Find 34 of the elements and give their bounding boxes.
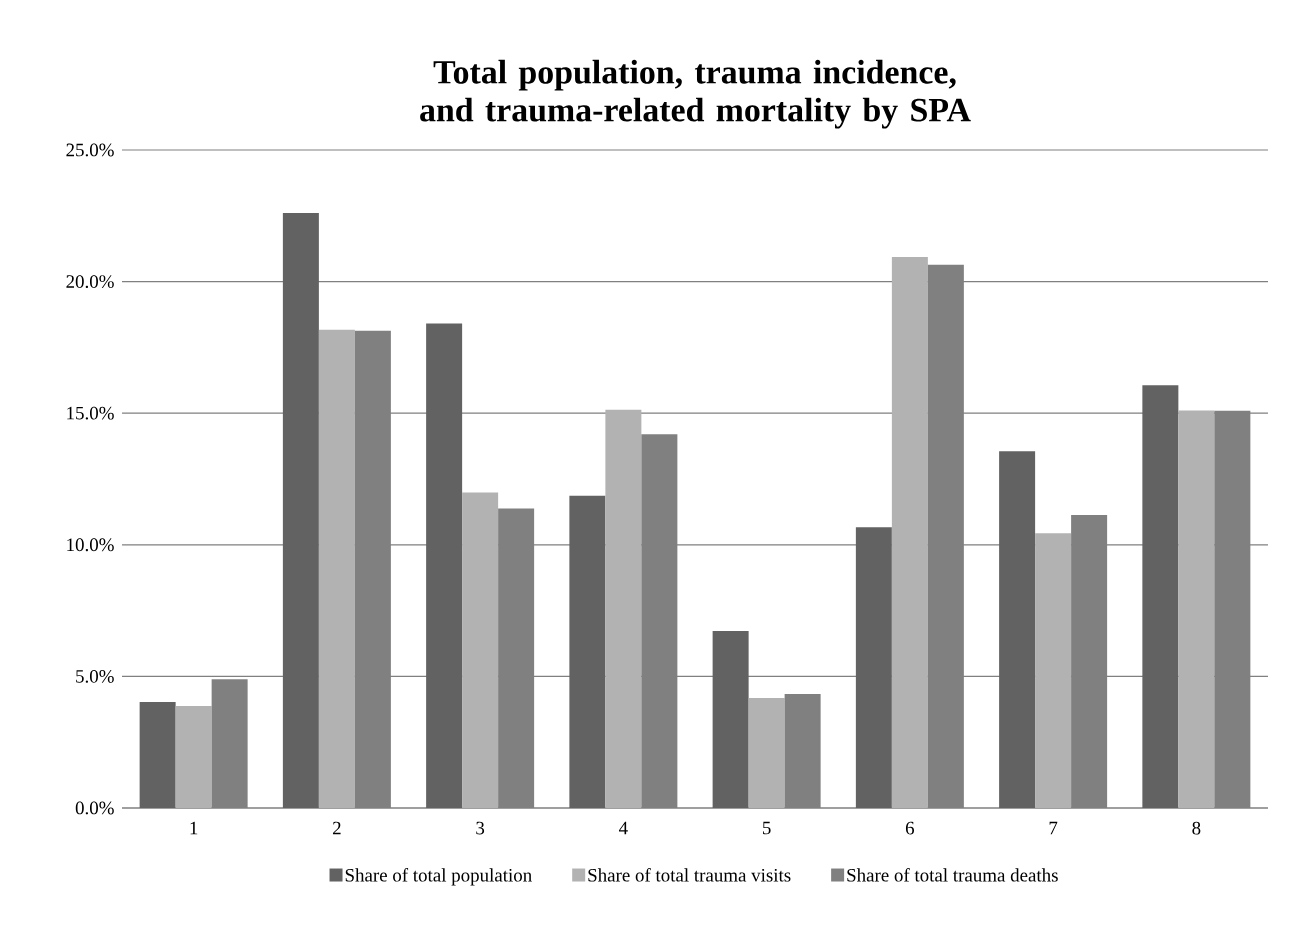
x-tick-label: 4 — [619, 821, 628, 835]
bar — [1142, 385, 1179, 808]
bar — [605, 409, 642, 808]
bar — [175, 706, 212, 808]
y-tick-label: 10.0% — [67, 538, 114, 552]
legend-label: Share of total population — [345, 868, 532, 886]
x-tick-label: 3 — [476, 821, 485, 835]
bar — [426, 323, 463, 808]
bar — [282, 212, 319, 808]
bar — [1035, 533, 1072, 808]
y-tick-label: 25.0% — [66, 143, 114, 157]
bar — [1178, 410, 1215, 808]
legend-label: Share of total trauma visits — [588, 868, 791, 882]
x-tick-label: 8 — [1192, 821, 1201, 835]
x-tick-label: 1 — [190, 821, 198, 835]
bar — [855, 527, 892, 808]
legend-label: Share of total trauma deaths — [847, 868, 1058, 882]
bar — [712, 631, 749, 808]
x-tick-label: 5 — [762, 821, 771, 835]
bar — [891, 257, 928, 808]
chart-title: Total population, trauma incidence, and trauma-related mortality by SPA — [420, 59, 971, 129]
x-tick-label: 6 — [905, 821, 915, 835]
bar — [462, 492, 499, 808]
x-tick-label: 7 — [1049, 821, 1058, 835]
bar — [139, 701, 176, 808]
bar — [748, 697, 785, 808]
x-tick-label: 2 — [332, 821, 341, 835]
y-tick-label: 5.0% — [76, 669, 114, 683]
y-tick-label: 20.0% — [66, 275, 114, 289]
y-tick-label: 0.0% — [75, 801, 114, 815]
y-tick-label: 15.0% — [67, 406, 114, 420]
bar — [999, 451, 1036, 808]
bar — [318, 329, 355, 808]
bar — [569, 495, 606, 808]
